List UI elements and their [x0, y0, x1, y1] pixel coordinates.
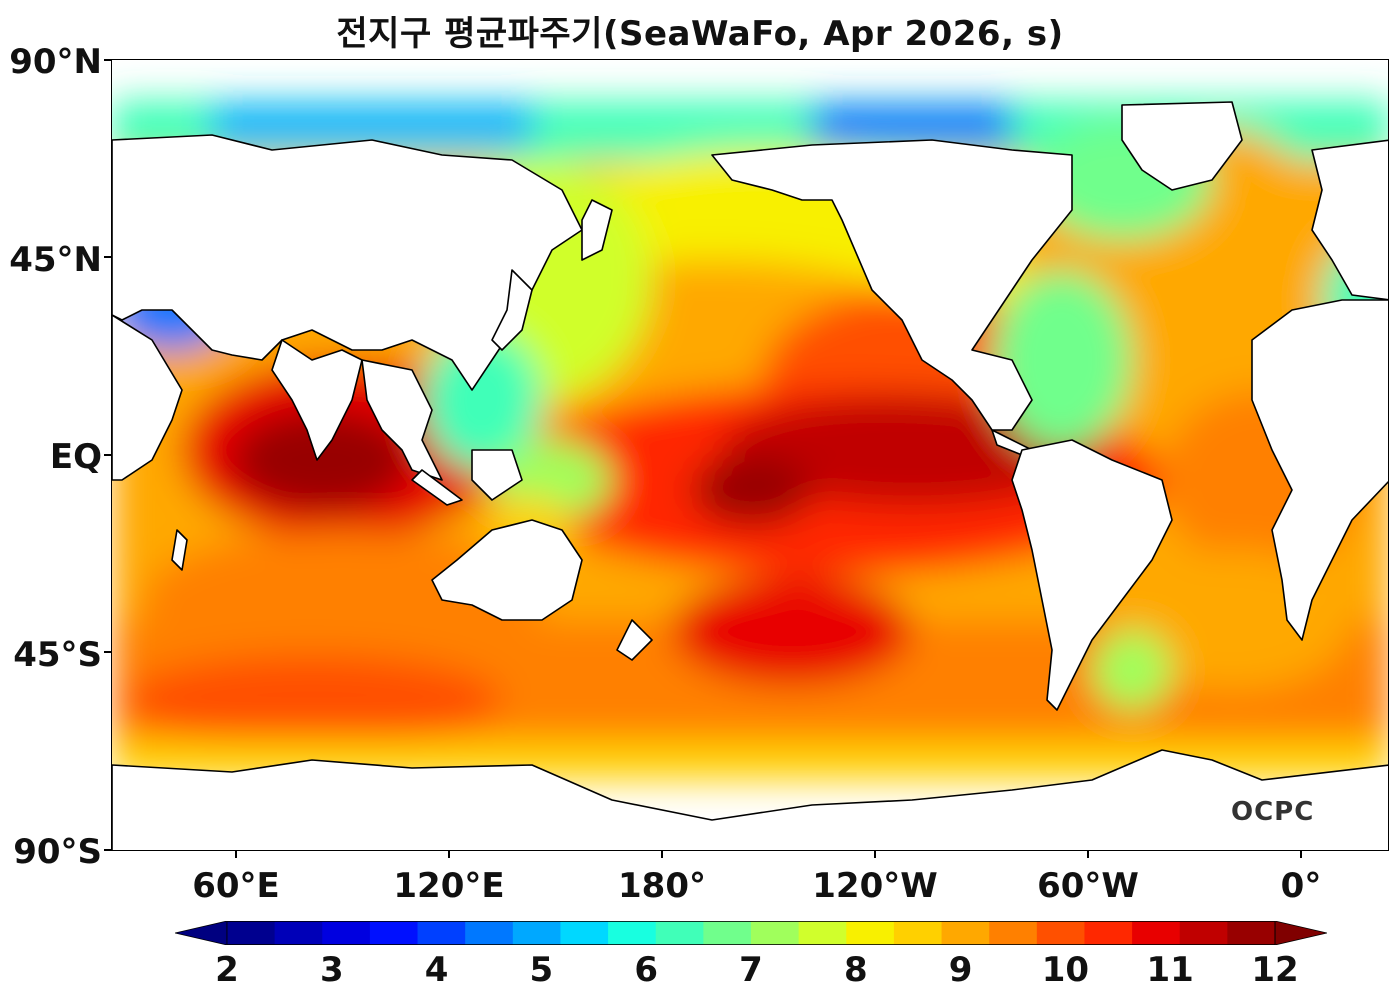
colorbar-tick-label: 5: [529, 950, 554, 990]
colorbar-segment: [941, 921, 990, 945]
colorbar-segment: [322, 921, 371, 945]
map-canvas: [112, 100, 1388, 850]
colorbar-segment: [608, 921, 657, 945]
colorbar-segment: [1179, 921, 1228, 945]
colorbar-tick-label: 3: [319, 950, 344, 990]
colorbar-extend-min: [175, 921, 228, 945]
colorbar-tick-label: 7: [739, 950, 763, 990]
lat-label-eq: EQ: [49, 437, 102, 477]
colorbar-tick-label: 6: [634, 950, 659, 990]
colorbar-segment: [417, 921, 466, 945]
lon-label-120w: 120°W: [812, 866, 938, 906]
lon-label-120e: 120°E: [393, 866, 505, 906]
lat-tick: [104, 59, 111, 61]
colorbar-tick-label: 4: [424, 950, 449, 990]
lat-label-90s: 90°S: [13, 832, 102, 872]
map-title: 전지구 평균파주기(SeaWaFo, Apr 2026, s): [336, 14, 1064, 54]
colorbar-tick-label: 2: [215, 950, 239, 990]
colorbar-extend-max: [1274, 921, 1327, 945]
colorbar-segment: [560, 921, 609, 945]
colorbar-segment: [798, 921, 847, 945]
colorbar-segment: [1132, 921, 1181, 945]
lon-tick: [661, 851, 663, 858]
colorbar-segment: [989, 921, 1038, 945]
colorbar-segment: [274, 921, 323, 945]
colorbar-segment: [751, 921, 800, 945]
lon-tick: [1300, 851, 1302, 858]
landmass-outlines: [112, 101, 1388, 850]
colorbar-tick-label: 11: [1146, 950, 1194, 990]
lon-tick: [448, 851, 450, 858]
colorbar-segment: [893, 921, 943, 945]
lat-label-45n: 45°N: [9, 240, 102, 280]
lon-label-180: 180°: [618, 866, 706, 906]
colorbar-segment: [465, 921, 514, 945]
colorbar-tick-label: 10: [1041, 950, 1090, 990]
lat-tick: [104, 849, 111, 851]
colorbar-segment: [1227, 921, 1276, 945]
lon-tick: [874, 851, 876, 858]
colorbar-segment: [369, 921, 419, 945]
lon-tick: [1087, 851, 1089, 858]
lon-label-60w: 60°W: [1037, 866, 1139, 906]
lat-tick: [104, 256, 111, 258]
lat-tick: [104, 651, 111, 653]
lat-label-45s: 45°S: [13, 635, 102, 675]
colorbar: [175, 921, 1327, 945]
lon-tick: [235, 851, 237, 858]
lon-label-60e: 60°E: [192, 866, 280, 906]
colorbar-segment: [846, 921, 895, 945]
colorbar-segment: [655, 921, 704, 945]
colorbar-tick-label: 12: [1251, 950, 1299, 990]
colorbar-outline: [226, 921, 1276, 945]
colorbar-segment: [227, 921, 276, 945]
colorbar-segment: [1036, 921, 1085, 945]
lat-tick: [104, 454, 111, 456]
colorbar-segment: [1084, 921, 1133, 945]
wave-period-map: [111, 59, 1389, 851]
lat-label-90n: 90°N: [9, 42, 102, 82]
lon-label-0: 0°: [1280, 866, 1322, 906]
ocpc-logo: OCPC: [1231, 797, 1315, 827]
colorbar-segment: [703, 921, 752, 945]
colorbar-tick-label: 8: [843, 950, 868, 990]
colorbar-tick-label: 9: [948, 950, 973, 990]
colorbar-segment: [512, 921, 561, 945]
